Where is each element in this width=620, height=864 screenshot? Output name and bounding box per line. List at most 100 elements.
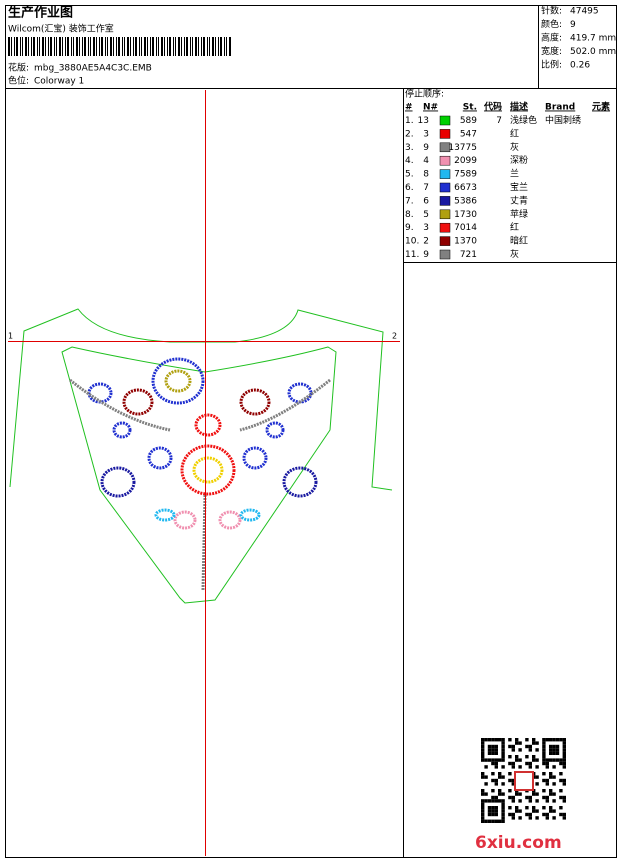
stat-label: 高度:: [541, 32, 562, 44]
qr-cell: [494, 738, 498, 742]
qr-cell: [562, 751, 566, 755]
qr-cell: [491, 744, 495, 749]
column-header: Brand: [545, 103, 575, 113]
qr-cell: [518, 799, 522, 803]
bar-line: [107, 37, 108, 56]
qr-cell: [562, 738, 566, 742]
stitches: 589: [460, 116, 477, 126]
qr-cell: [491, 809, 495, 813]
qr-cell: [545, 761, 549, 766]
stitches: 721: [460, 250, 477, 260]
axis-label: 1: [8, 332, 13, 341]
qr-cell: [501, 758, 505, 762]
brand: 中国刺绣: [545, 114, 581, 126]
qr-cell: [562, 741, 566, 745]
qr-cell: [532, 741, 536, 745]
qr-cell: [494, 744, 498, 749]
qr-cell: [545, 812, 549, 817]
qr-cell: [549, 748, 553, 752]
qr-cell: [542, 806, 546, 810]
bar-line: [175, 37, 176, 56]
qr-cell: [549, 758, 553, 762]
stat-value: 419.7 mm: [570, 34, 616, 44]
qr-cell: [552, 799, 556, 803]
qr-cell: [518, 816, 522, 820]
qr-cell: [508, 806, 512, 810]
bar-line: [195, 37, 197, 56]
bar-line: [105, 37, 106, 56]
qr-cell: [494, 799, 498, 803]
qr-cell: [518, 748, 522, 752]
qr-cell: [487, 809, 492, 813]
qr-cell: [491, 758, 495, 762]
qr-cell: [508, 812, 512, 817]
qr-cell: [542, 812, 546, 817]
qr-cell: [535, 782, 539, 786]
qr-cell: [491, 789, 495, 793]
title: 生产作业图: [8, 5, 73, 21]
bar-line: [201, 37, 202, 56]
qr-cell: [481, 741, 485, 745]
design: [9, 308, 393, 604]
qr-cell: [484, 738, 488, 742]
row-index: 2.: [405, 129, 414, 139]
bar-line: [144, 37, 146, 56]
qr-cell: [525, 795, 529, 800]
qr-cell: [515, 741, 519, 745]
qr-cell: [491, 751, 495, 755]
qr-cell: [515, 755, 519, 759]
qr-cell: [549, 744, 553, 749]
bar-line: [220, 37, 222, 56]
bar-line: [207, 37, 208, 56]
qr-cell: [501, 741, 505, 745]
qr-cell: [487, 758, 492, 762]
qr-cell: [501, 755, 505, 759]
watermark: 6xiu.com: [475, 833, 562, 853]
stitches: 7589: [454, 170, 477, 180]
needle: 7: [423, 183, 429, 193]
bar-line: [224, 37, 225, 56]
qr-cell: [549, 751, 553, 755]
stitches: 2099: [454, 156, 477, 166]
qr-cell: [487, 738, 492, 742]
row-index: 4.: [405, 156, 414, 166]
needle: 9: [423, 250, 429, 260]
bar-line: [76, 37, 78, 56]
qr-cell: [515, 806, 519, 810]
qr-cell: [542, 751, 546, 755]
stitches: 6673: [454, 183, 477, 193]
color-swatch: [439, 196, 451, 206]
qr-cell: [559, 789, 563, 793]
qr-cell: [528, 765, 532, 769]
qr-cell: [555, 751, 560, 755]
qr-cell: [508, 761, 512, 766]
qr-cell: [562, 761, 566, 766]
qr-cell: [481, 755, 485, 759]
qr-cell: [562, 765, 566, 769]
qr-cell: [549, 806, 553, 810]
qr-cell: [525, 812, 529, 817]
qr-cell: [494, 778, 498, 783]
color-swatch: [439, 236, 451, 246]
bar-line: [167, 37, 168, 56]
qr-cell: [494, 806, 498, 810]
bar-line: [147, 37, 148, 56]
qr-cell: [484, 792, 488, 796]
bar-line: [116, 37, 117, 56]
color-swatch: [439, 249, 451, 260]
bar-line: [127, 37, 129, 56]
qr-cell: [511, 816, 515, 820]
qr-cell: [501, 765, 505, 769]
row-index: 10.: [405, 237, 419, 247]
qr-cell: [545, 816, 549, 820]
qr-cell: [498, 758, 502, 762]
qr-cell: [501, 738, 505, 742]
needle: 3: [423, 223, 429, 233]
bar-line: [79, 37, 80, 56]
qr-cell: [481, 772, 485, 776]
qr-cell: [491, 806, 495, 810]
stat-value: 502.0 mm: [570, 47, 616, 57]
bar-line: [39, 37, 40, 56]
needle: 4: [423, 156, 429, 166]
column-header: 元素: [592, 101, 610, 113]
